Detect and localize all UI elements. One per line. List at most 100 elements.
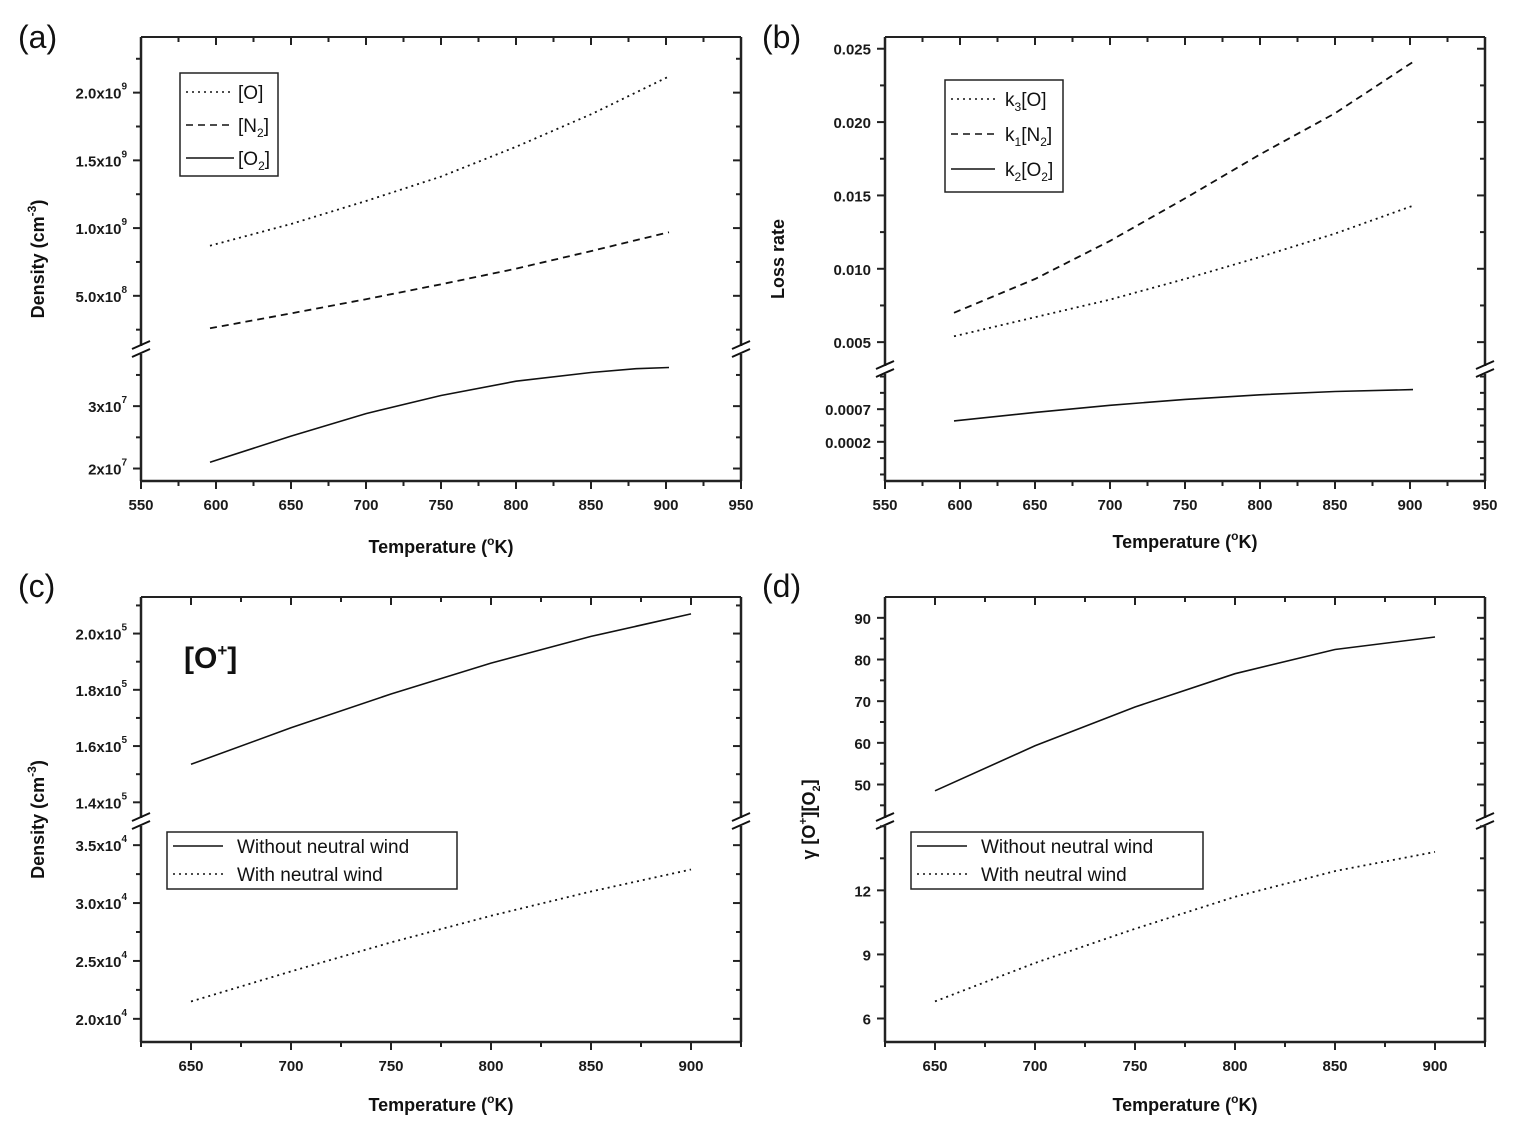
panel-a: (a)550 600 650 700 750 800 850 900 9502.0x1091.5… (18, 19, 754, 557)
y-title-text: Loss rate (768, 219, 788, 299)
degree-symbol: o (1231, 1092, 1238, 1106)
x-axis-title: Temperature (oK) (1112, 529, 1257, 552)
y-tick-label: 90 (854, 611, 871, 628)
y-tick-label: 0.0007 (825, 402, 871, 419)
y-tick-exponent: 5 (121, 735, 127, 746)
y-tick-label: 1.8x105 (76, 679, 128, 700)
y-tick-exponent: 9 (121, 82, 127, 93)
legend-label: [O] (238, 83, 263, 104)
y-title-close: ) (28, 200, 48, 206)
y-tick-exponent: 4 (121, 834, 127, 845)
y-tick-label: 0.005 (833, 335, 871, 352)
y-tick-exponent: 5 (121, 679, 127, 690)
legend-label-subscript: 2 (1040, 135, 1047, 149)
legend-label-main: k (1005, 125, 1015, 146)
y-tick-mantissa: 50 (854, 778, 871, 795)
x-tick-label: 950 (728, 497, 753, 514)
legend-label-k-subscript: 2 (1015, 170, 1022, 184)
x-tick-label: 550 (872, 497, 897, 514)
legend-label-main: [O (238, 83, 258, 104)
x-tick-label: 950 (1472, 497, 1497, 514)
y-tick-exponent: 4 (121, 1008, 127, 1019)
y-tick-exponent: 4 (121, 892, 127, 903)
legend-label-close: ] (1048, 160, 1053, 181)
axis-break-mark (131, 812, 151, 822)
y-title-close: ][O (799, 792, 819, 818)
x-title-text: Temperature ( (1112, 1095, 1231, 1115)
series-line-withneutralwind (934, 851, 1436, 1003)
x-title-unit: K) (495, 537, 514, 557)
x-tick-label: 800 (503, 497, 528, 514)
y-tick-mantissa: 5.0x10 (76, 289, 122, 306)
y-tick-mantissa: 2.0x10 (76, 627, 122, 644)
degree-symbol: o (487, 1092, 494, 1106)
y-tick-label: 3.5x104 (76, 834, 128, 855)
y-title-text: γ [O (799, 825, 819, 860)
x-tick-label: 850 (1322, 497, 1347, 514)
y-tick-mantissa: 3.0x10 (76, 896, 122, 913)
x-tick-label: 800 (1247, 497, 1272, 514)
y-tick-label: 5.0x108 (76, 285, 128, 306)
legend-label-close: ] (258, 83, 263, 104)
series-line-k2o2 (953, 388, 1414, 422)
y-tick-mantissa: 90 (854, 611, 871, 628)
x-tick-label: 800 (478, 1058, 503, 1075)
legend-label-close: ] (1047, 125, 1052, 146)
y-tick-exponent: 5 (121, 791, 127, 802)
legend-label: With neutral wind (237, 865, 383, 886)
legend-label-close: ] (1041, 90, 1046, 111)
axis-break-mark (131, 340, 151, 350)
x-tick-label: 750 (1122, 1058, 1147, 1075)
y-tick-label: 2.0x105 (76, 623, 128, 644)
y-tick-mantissa: 1.6x10 (76, 739, 122, 756)
y-tick-exponent: 9 (121, 149, 127, 160)
y-tick-mantissa: 3x10 (88, 399, 121, 416)
x-tick-label: 900 (1422, 1058, 1447, 1075)
legend-label-rest: [N (1021, 125, 1040, 146)
x-tick-label: 650 (178, 1058, 203, 1075)
x-title-text: Temperature ( (1112, 532, 1231, 552)
y-title-subscript: 2 (811, 785, 823, 791)
axis-break-mark (875, 360, 895, 370)
y-title-text: Density (cm (28, 216, 48, 318)
y-axis-title: Loss rate (768, 219, 788, 299)
axis-break-mark (875, 820, 895, 830)
x-tick-label: 700 (1022, 1058, 1047, 1075)
x-tick-label: 700 (1097, 497, 1122, 514)
panel-b: (b) 550 600 650 700 750 800 850 900 950 0.025 0.020… (762, 19, 1498, 552)
x-title-text: Temperature ( (368, 537, 487, 557)
x-tick-label: 650 (278, 497, 303, 514)
y-axis-title: Density (cm-3) (25, 200, 48, 319)
series-line-o (209, 75, 670, 247)
axis-break-mark (1475, 368, 1495, 378)
y-tick-mantissa: 60 (854, 736, 871, 753)
y-axis-title: Density (cm-3) (25, 760, 48, 879)
species-annotation: [O+] (184, 641, 237, 675)
legend: Without neutral wind With neutral wind (910, 831, 1204, 890)
legend-label-rest: [O (1021, 160, 1041, 181)
x-title-unit: K) (1239, 1095, 1258, 1115)
y-tick-mantissa: 1.0x10 (76, 221, 122, 238)
y-tick-label: 80 (854, 653, 871, 670)
axis-break-mark (131, 348, 151, 358)
x-axis-title: Temperature (oK) (368, 1092, 513, 1115)
series-line-o2 (209, 366, 670, 464)
x-tick-label: 900 (678, 1058, 703, 1075)
x-tick-label: 650 (1022, 497, 1047, 514)
y-title-superscript: + (796, 818, 810, 825)
y-tick-mantissa: 2.0x10 (76, 86, 122, 103)
legend-label-main: k (1005, 160, 1015, 181)
axis-break-mark (731, 340, 751, 350)
legend-label: [N2] (238, 116, 269, 140)
legend: [O][N2][O2] (179, 72, 279, 177)
legend-label-close: ] (264, 116, 269, 137)
y-tick-label: 2.0x104 (76, 1008, 128, 1029)
y-tick-label: 1.4x105 (76, 791, 128, 812)
y-title-close: ) (28, 760, 48, 766)
x-tick-label: 550 (128, 497, 153, 514)
x-tick-label: 750 (428, 497, 453, 514)
axis-break-mark (731, 812, 751, 822)
y-tick-label: 60 (854, 736, 871, 753)
x-tick-label: 850 (1322, 1058, 1347, 1075)
legend-label: k1[N2] (1005, 125, 1052, 149)
